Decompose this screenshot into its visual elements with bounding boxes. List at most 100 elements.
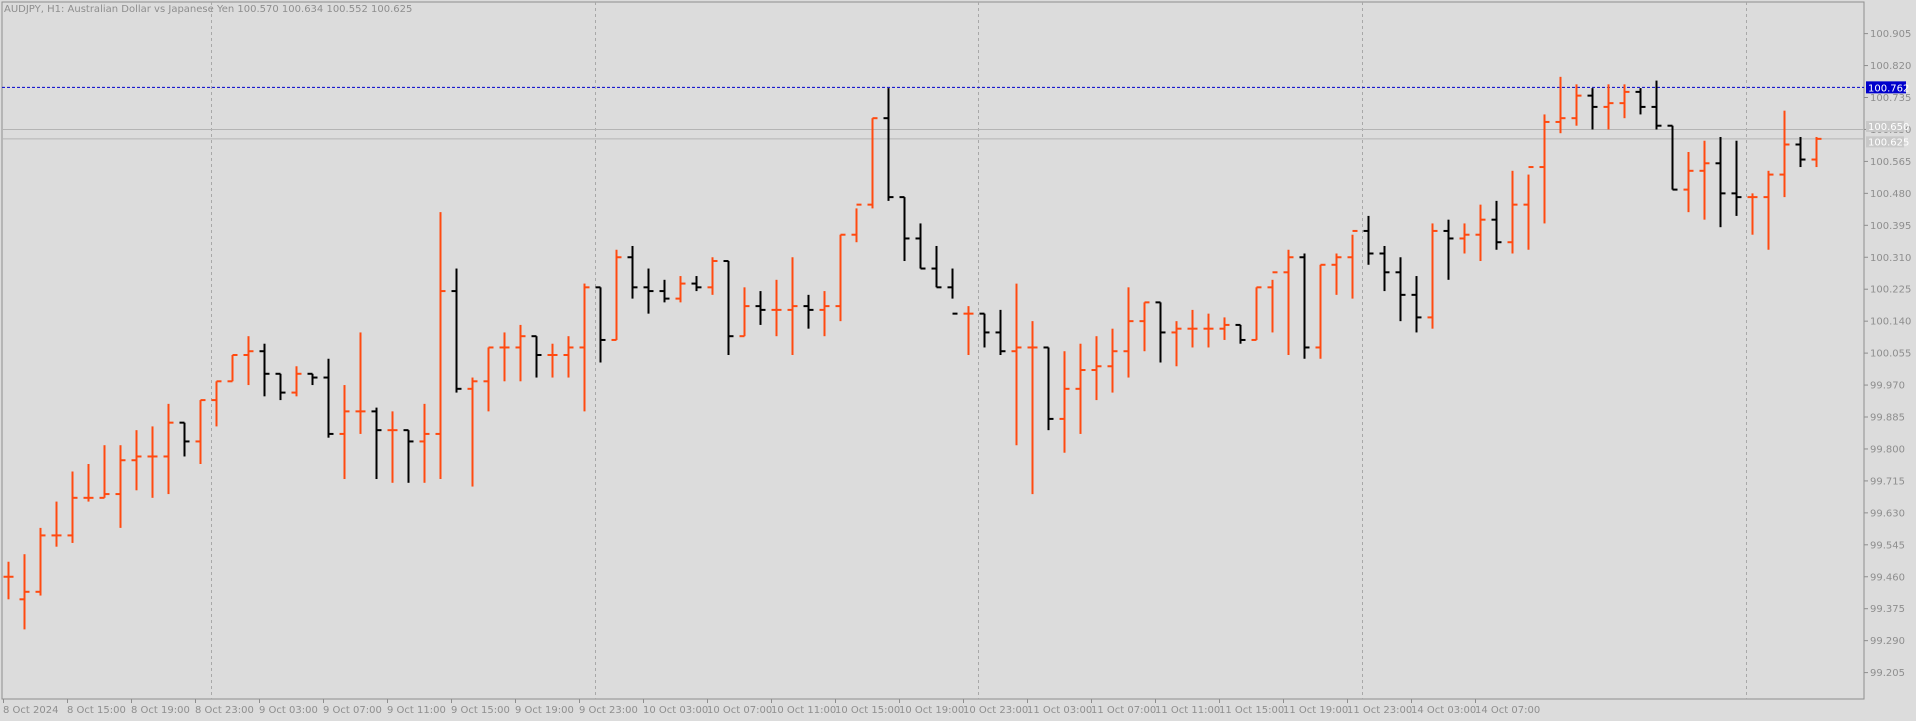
price-tag-background [1866,136,1904,148]
ohlc-bar [1507,170,1518,254]
time-tick-label: 10 Oct 19:00 [899,705,964,716]
ohlc-bar [851,203,862,243]
ohlc-bar [643,268,654,314]
ohlc-bar [1443,219,1454,280]
ohlc-bar [1555,76,1566,134]
time-tick-label: 10 Oct 15:00 [835,705,900,716]
ohlc-bar [515,324,526,382]
ohlc-bar [1763,170,1774,250]
ohlc-bar [899,196,910,262]
ohlc-bar [771,279,782,337]
time-tick-label: 10 Oct 23:00 [963,705,1028,716]
ohlc-bar [195,399,206,464]
ohlc-bar [291,366,302,397]
ohlc-bar [1267,271,1278,333]
ohlc-bar [499,332,510,382]
price-tick-label: 100.310 [1870,253,1911,264]
chart-title: AUDJPY, H1: Australian Dollar vs Japanes… [4,4,412,15]
ohlc-bar [1091,336,1102,401]
ohlc-bar [51,501,62,547]
ohlc-bar [803,294,814,329]
time-tick-label: 11 Oct 23:00 [1347,705,1412,716]
ohlc-bar [1395,257,1406,322]
price-tick-label: 100.905 [1870,29,1911,40]
ohlc-bar [1603,84,1614,130]
ohlc-bar [1539,114,1550,224]
price-tick-label: 100.820 [1870,61,1911,72]
time-tick-label: 8 Oct 19:00 [131,705,190,716]
price-tick-label: 100.055 [1870,349,1911,360]
ohlc-bar [1587,88,1598,130]
time-tick-label: 8 Oct 2024 [3,705,58,716]
time-axis[interactable]: 8 Oct 2024 8 Oct 15:00 8 Oct 19:00 8 Oct 23… [3,699,1540,716]
ohlc-bar [1635,88,1646,115]
ohlc-bar [3,561,14,600]
price-tick-label: 99.205 [1870,668,1905,679]
ohlc-bar [435,212,446,480]
price-tick-label: 99.970 [1870,381,1905,392]
time-tick-label: 14 Oct 03:00 [1411,705,1476,716]
ohlc-bar [371,407,382,480]
time-tick-label: 9 Oct 11:00 [387,705,446,716]
ohlc-bar [1379,245,1390,292]
price-tag-background [1866,120,1904,132]
time-tick-label: 9 Oct 07:00 [323,705,382,716]
ohlc-bar [1683,152,1694,213]
time-tick-label: 11 Oct 03:00 [1027,705,1092,716]
ohlc-bar [227,353,238,383]
time-tick-label: 11 Oct 07:00 [1091,705,1156,716]
price-tick-label: 99.375 [1870,604,1905,615]
price-tick-label: 99.290 [1870,636,1905,647]
ohlc-bar [1779,110,1790,198]
ohlc-bar [483,346,494,412]
ohlc-bar [883,88,894,201]
ohlc-bar [1747,193,1758,235]
ohlc-bar [467,377,478,487]
ohlc-bar [403,429,414,483]
ohlc-bar [963,306,974,355]
ohlc-bar [163,403,174,495]
ohlc-bar [83,463,94,502]
ohlc-bar [707,257,718,295]
ohlc-bar [1523,166,1534,250]
ohlc-bar [243,336,254,386]
ohlc-bar [867,117,878,209]
price-tick-label: 99.545 [1870,540,1905,551]
ohlc-bar [1347,229,1358,299]
plot-area[interactable] [1,1,1865,700]
price-tick-label: 100.565 [1870,157,1911,168]
ohlc-bar [275,372,286,401]
ohlc-bar [1795,136,1806,168]
price-axis[interactable]: 100.905 100.820 100.735 100.650 100.565 100.4… [1864,29,1911,679]
ohlc-bar [819,291,830,337]
ohlc-bar [1811,136,1822,168]
ohlc-bar [915,223,926,270]
ohlc-bar [211,380,222,427]
ohlc-bar [1123,287,1134,378]
ohlc-bar [835,233,846,322]
ohlc-bar [627,245,638,299]
ohlc-bar [563,336,574,378]
time-tick-label: 8 Oct 23:00 [195,705,254,716]
time-tick-label: 9 Oct 19:00 [515,705,574,716]
time-tick-label: 11 Oct 19:00 [1283,705,1348,716]
ohlc-bar [1187,309,1198,348]
ohlc-bar [1027,321,1038,495]
ohlc-bar [67,471,78,543]
ohlc-bar [1203,313,1214,348]
ohlc-bar [1427,223,1438,329]
ohlc-bar [755,291,766,325]
ohlc-bar [659,279,670,303]
time-tick-label: 14 Oct 07:00 [1475,705,1540,716]
ohlc-bar [1619,84,1630,119]
ohlc-bar [723,260,734,355]
time-tick-label: 10 Oct 03:00 [643,705,708,716]
ohlc-bar [1235,323,1246,344]
ohlc-bar [1731,140,1742,216]
ohlc-bar [947,268,958,315]
ohlc-bar [931,245,942,289]
price-tick-label: 100.140 [1870,317,1911,328]
ohlc-bar [387,411,398,483]
